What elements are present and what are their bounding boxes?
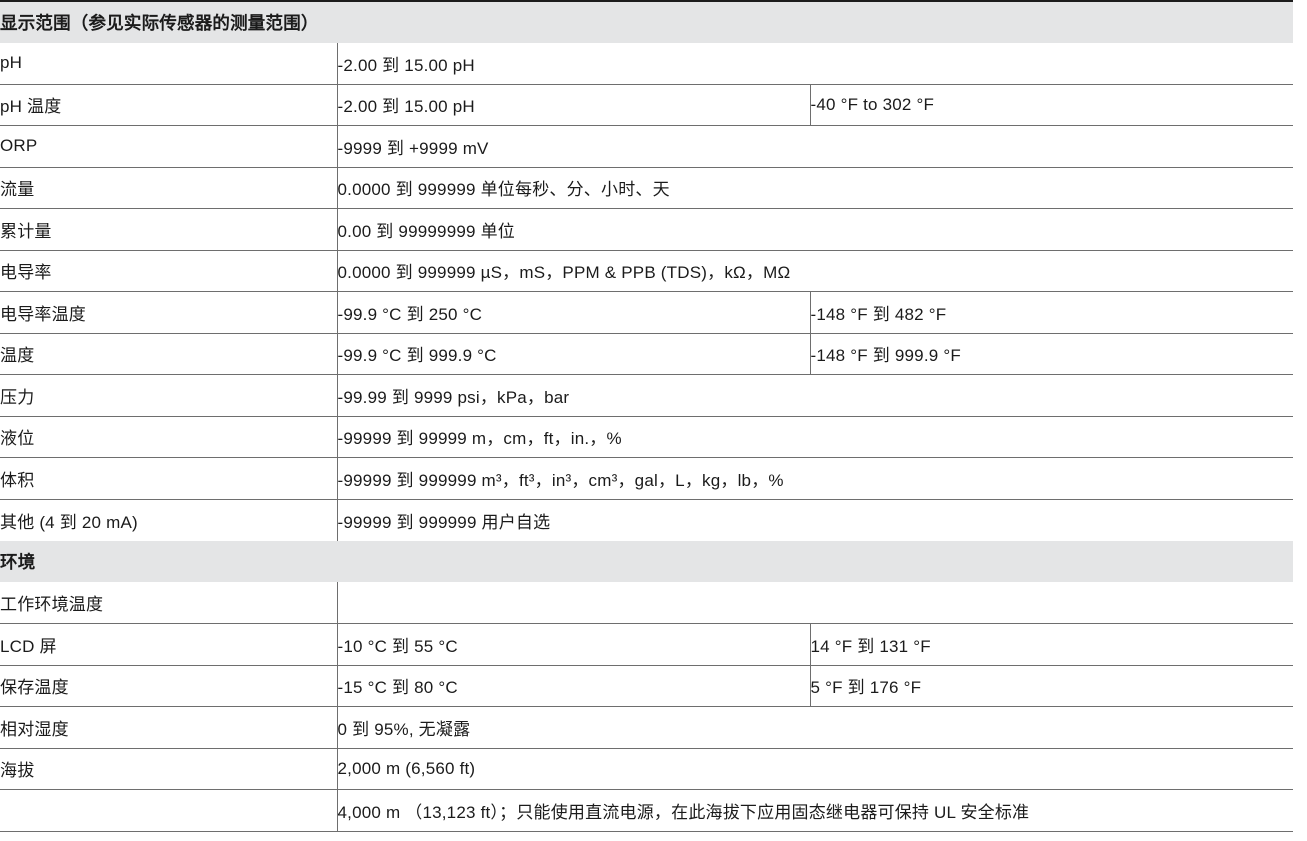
row-label-cell: 相对湿度	[0, 706, 337, 748]
table-row: 体积 -99999 到 999999 m³，ft³，in³，cm³，gal，L，k…	[0, 457, 1293, 499]
table-row: 工作环境温度	[0, 582, 1293, 624]
row-value-cell: -99.99 到 9999 psi，kPa，bar	[336, 374, 1293, 416]
table-row: 累计量 0.00 到 99999999 单位	[0, 208, 1293, 250]
row-label-cell: 压力	[0, 374, 337, 416]
row-value-cell: 4,000 m （13,123 ft）；只能使用直流电源，在此海拔下应用固态继电…	[336, 789, 1293, 831]
row-value-cell: -2.00 到 15.00 pH	[336, 42, 1293, 84]
table-row: 保存温度 -15 °C 到 80 °C 5 °F 到 176 °F	[0, 664, 1293, 707]
row-label-cell: 体积	[0, 457, 337, 499]
table-row: 流量 0.0000 到 999999 单位每秒、分、小时、天	[0, 166, 1293, 209]
row-label-cell: 海拔	[0, 747, 337, 790]
table-row: 温度 -99.9 °C 到 999.9 °C -148 °F 到 999.9 °F	[0, 332, 1293, 375]
row-label-cell: 其他 (4 到 20 mA)	[0, 498, 337, 541]
row-value2-cell: 5 °F 到 176 °F	[809, 664, 1293, 707]
table-row: 4,000 m （13,123 ft）；只能使用直流电源，在此海拔下应用固态继电…	[0, 789, 1293, 831]
row-value-cell: -15 °C 到 80 °C	[336, 664, 810, 707]
row-label-cell: 温度	[0, 332, 337, 375]
table-row: ORP -9999 到 +9999 mV	[0, 125, 1293, 167]
row-value2-cell: -40 °F to 302 °F	[809, 83, 1293, 126]
row-label-cell: 工作环境温度	[0, 595, 104, 614]
row-label-cell: 电导率温度	[0, 291, 337, 333]
section-header: 环境	[0, 540, 1293, 582]
row-value-cell: -9999 到 +9999 mV	[336, 125, 1293, 167]
row-value-cell: -99.9 °C 到 250 °C	[336, 291, 810, 333]
row-value-cell: -2.00 到 15.00 pH	[336, 83, 810, 126]
row-value-cell: -99999 到 999999 用户自选	[336, 498, 1293, 541]
row-value-cell: -99999 到 99999 m，cm，ft，in.，%	[336, 415, 1293, 458]
row-value-cell: 0 到 95%, 无凝露	[336, 706, 1293, 748]
row-value-cell: -99.9 °C 到 999.9 °C	[336, 332, 810, 375]
table-row: 相对湿度 0 到 95%, 无凝露	[0, 706, 1293, 748]
row-value-cell	[336, 582, 1293, 624]
row-value2-cell: -148 °F 到 482 °F	[809, 291, 1293, 333]
row-label-cell: LCD 屏	[0, 623, 337, 665]
table-row: 液位 -99999 到 99999 m，cm，ft，in.，%	[0, 415, 1293, 458]
table-row: 海拔 2,000 m (6,560 ft)	[0, 747, 1293, 790]
table-row: 电导率 0.0000 到 999999 µS，mS，PPM & PPB (TDS)…	[0, 249, 1293, 292]
row-value2-cell: -148 °F 到 999.9 °F	[809, 332, 1293, 375]
row-label-cell: 电导率	[0, 249, 337, 292]
spec-table: 显示范围（参见实际传感器的测量范围） pH -2.00 到 15.00 pH pH 温…	[0, 0, 1293, 832]
row-value-cell: 2,000 m (6,560 ft)	[336, 747, 1293, 790]
row-value-cell: -10 °C 到 55 °C	[336, 623, 810, 665]
section-header-row: 环境	[0, 540, 1293, 582]
table-row: 电导率温度 -99.9 °C 到 250 °C -148 °F 到 482 °F	[0, 291, 1293, 333]
row-label-cell: 保存温度	[0, 664, 337, 707]
row-value-cell: 0.00 到 99999999 单位	[336, 208, 1293, 250]
row-label-cell: 液位	[0, 415, 337, 458]
table-row: pH 温度 -2.00 到 15.00 pH -40 °F to 302 °F	[0, 83, 1293, 126]
row-label-cell: 累计量	[0, 208, 337, 250]
row-value-cell: 0.0000 到 999999 单位每秒、分、小时、天	[336, 166, 1293, 209]
row-value-cell: 0.0000 到 999999 µS，mS，PPM & PPB (TDS)，kΩ…	[336, 249, 1293, 292]
row-value-cell: -99999 到 999999 m³，ft³，in³，cm³，gal，L，kg，…	[336, 457, 1293, 499]
table-row: 压力 -99.99 到 9999 psi，kPa，bar	[0, 374, 1293, 416]
row-label-cell	[0, 789, 337, 831]
row-label-cell: pH	[0, 53, 23, 72]
row-label-cell: ORP	[0, 125, 337, 167]
row-label-cell: 流量	[0, 166, 337, 209]
row-label-cell: pH 温度	[0, 83, 337, 126]
row-value2-cell: 14 °F 到 131 °F	[809, 623, 1293, 665]
table-row: 其他 (4 到 20 mA) -99999 到 999999 用户自选	[0, 498, 1293, 541]
section-header: 显示范围（参见实际传感器的测量范围）	[0, 1, 1293, 43]
table-row: pH -2.00 到 15.00 pH	[0, 42, 1293, 84]
section-header-row: 显示范围（参见实际传感器的测量范围）	[0, 1, 1293, 43]
table-row: LCD 屏 -10 °C 到 55 °C 14 °F 到 131 °F	[0, 623, 1293, 665]
